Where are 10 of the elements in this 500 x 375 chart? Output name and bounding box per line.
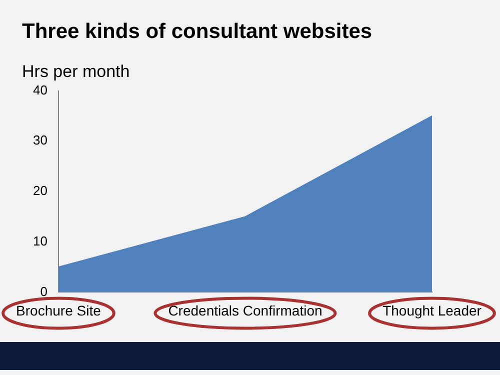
y-tick-label: 40 [32, 82, 48, 98]
y-tick-label: 0 [40, 284, 48, 299]
chart-title: Three kinds of consultant websites [22, 20, 372, 44]
y-tick-label: 30 [32, 132, 48, 148]
y-tick-label: 20 [32, 183, 48, 198]
y-tick-label: 10 [32, 233, 48, 248]
y-axis-title: Hrs per month [22, 62, 130, 82]
x-tick-label: Credentials Confirmation [168, 302, 322, 318]
x-tick-label: Brochure Site [16, 302, 102, 318]
x-tick-label: Thought Leader [382, 302, 482, 318]
